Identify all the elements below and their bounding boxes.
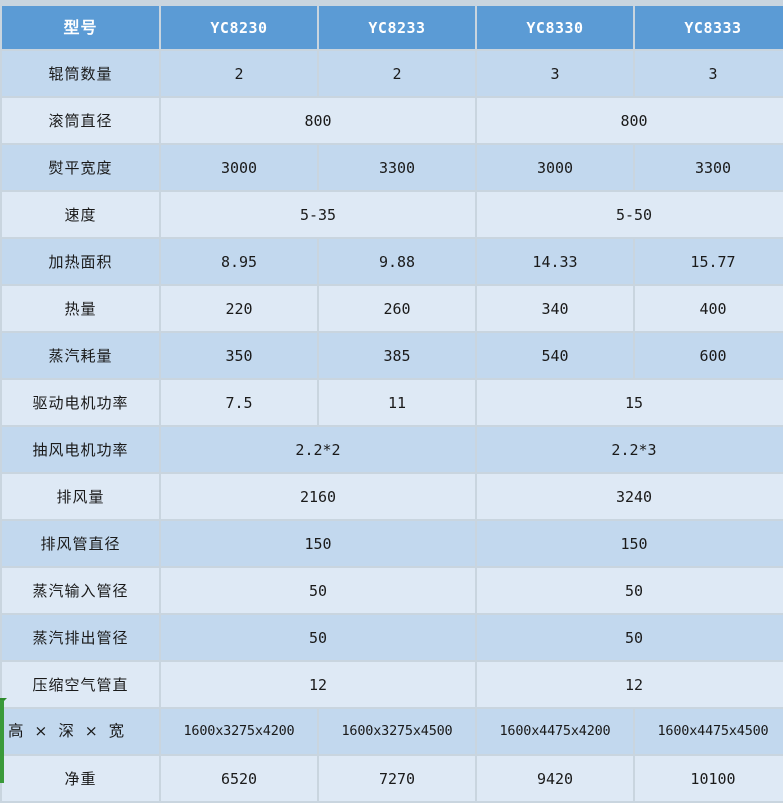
data-cell: 9.88 (319, 239, 475, 284)
data-cell: 340 (477, 286, 633, 331)
data-cell: 540 (477, 333, 633, 378)
table-row: 蒸汽输入管径 50 50 (2, 568, 783, 613)
header-row: 型号 YC8230 YC8233 YC8330 YC8333 (2, 6, 783, 49)
data-cell: 9420 (477, 756, 633, 801)
table-row: 蒸汽耗量 350 385 540 600 (2, 333, 783, 378)
table-row: 滚筒直径 800 800 (2, 98, 783, 143)
data-cell: 11 (319, 380, 475, 425)
data-cell: 2 (319, 51, 475, 96)
row-label: 熨平宽度 (2, 145, 159, 190)
data-cell: 50 (161, 568, 475, 613)
header-cell-model-2: YC8233 (319, 6, 475, 49)
data-cell: 800 (477, 98, 783, 143)
data-cell: 5-35 (161, 192, 475, 237)
table-row: 净重 6520 7270 9420 10100 (2, 756, 783, 801)
table-row: 热量 220 260 340 400 (2, 286, 783, 331)
data-cell: 2160 (161, 474, 475, 519)
data-cell: 5-50 (477, 192, 783, 237)
header-cell-model-1: YC8230 (161, 6, 317, 49)
header-cell-model-4: YC8333 (635, 6, 783, 49)
data-cell: 1600x3275x4500 (319, 709, 475, 754)
table-row: 排风量 2160 3240 (2, 474, 783, 519)
row-label: 滚筒直径 (2, 98, 159, 143)
table-row: 速度 5-35 5-50 (2, 192, 783, 237)
row-label: 抽风电机功率 (2, 427, 159, 472)
row-label: 辊筒数量 (2, 51, 159, 96)
table-row: 压缩空气管直 12 12 (2, 662, 783, 707)
data-cell: 150 (477, 521, 783, 566)
table-row: 排风管直径 150 150 (2, 521, 783, 566)
data-cell: 1600x3275x4200 (161, 709, 317, 754)
data-cell: 2.2*2 (161, 427, 475, 472)
data-cell: 150 (161, 521, 475, 566)
data-cell: 2.2*3 (477, 427, 783, 472)
data-cell: 6520 (161, 756, 317, 801)
data-cell: 50 (477, 568, 783, 613)
row-label: 高 × 深 × 宽 (2, 709, 159, 754)
data-cell: 800 (161, 98, 475, 143)
table-body: 辊筒数量 2 2 3 3 滚筒直径 800 800 熨平宽度 3000 3300 3000 3300 速度… (2, 51, 783, 801)
data-cell: 14.33 (477, 239, 633, 284)
table-row: 熨平宽度 3000 3300 3000 3300 (2, 145, 783, 190)
table-row: 驱动电机功率 7.5 11 15 (2, 380, 783, 425)
data-cell: 385 (319, 333, 475, 378)
data-cell: 3000 (161, 145, 317, 190)
row-label: 排风量 (2, 474, 159, 519)
table-row: 蒸汽排出管径 50 50 (2, 615, 783, 660)
header-cell-model-3: YC8330 (477, 6, 633, 49)
data-cell: 3240 (477, 474, 783, 519)
data-cell: 50 (477, 615, 783, 660)
data-cell: 50 (161, 615, 475, 660)
data-cell: 3000 (477, 145, 633, 190)
data-cell: 1600x4475x4500 (635, 709, 783, 754)
data-cell: 8.95 (161, 239, 317, 284)
data-cell: 10100 (635, 756, 783, 801)
data-cell: 600 (635, 333, 783, 378)
data-cell: 400 (635, 286, 783, 331)
row-label: 压缩空气管直 (2, 662, 159, 707)
row-label: 热量 (2, 286, 159, 331)
data-cell: 3300 (635, 145, 783, 190)
table-row: 高 × 深 × 宽 1600x3275x4200 1600x3275x4500 160… (2, 709, 783, 754)
header-cell-label: 型号 (2, 6, 159, 49)
row-label: 排风管直径 (2, 521, 159, 566)
data-cell: 12 (477, 662, 783, 707)
data-cell: 260 (319, 286, 475, 331)
row-label: 驱动电机功率 (2, 380, 159, 425)
data-cell: 350 (161, 333, 317, 378)
specification-table: 型号 YC8230 YC8233 YC8330 YC8333 辊筒数量 2 2 3 3 滚… (0, 4, 783, 803)
table-row: 辊筒数量 2 2 3 3 (2, 51, 783, 96)
row-label: 速度 (2, 192, 159, 237)
row-label: 蒸汽排出管径 (2, 615, 159, 660)
data-cell: 3 (477, 51, 633, 96)
table-header: 型号 YC8230 YC8233 YC8330 YC8333 (2, 6, 783, 49)
data-cell: 1600x4475x4200 (477, 709, 633, 754)
data-cell: 12 (161, 662, 475, 707)
row-label: 蒸汽输入管径 (2, 568, 159, 613)
row-label: 加热面积 (2, 239, 159, 284)
data-cell: 7.5 (161, 380, 317, 425)
data-cell: 7270 (319, 756, 475, 801)
data-cell: 2 (161, 51, 317, 96)
row-label: 净重 (2, 756, 159, 801)
data-cell: 3300 (319, 145, 475, 190)
data-cell: 220 (161, 286, 317, 331)
data-cell: 3 (635, 51, 783, 96)
row-label: 蒸汽耗量 (2, 333, 159, 378)
data-cell: 15 (477, 380, 783, 425)
table-row: 抽风电机功率 2.2*2 2.2*3 (2, 427, 783, 472)
table-row: 加热面积 8.95 9.88 14.33 15.77 (2, 239, 783, 284)
data-cell: 15.77 (635, 239, 783, 284)
